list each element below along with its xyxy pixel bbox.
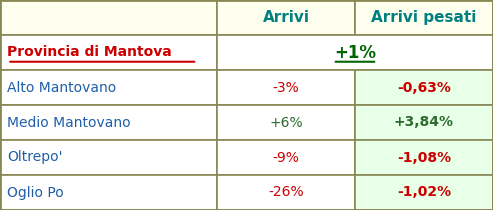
Bar	[355, 140, 493, 175]
Bar	[355, 0, 493, 35]
Text: Provincia di Mantova: Provincia di Mantova	[7, 46, 172, 59]
Bar	[355, 70, 493, 105]
Bar	[0, 175, 217, 210]
Text: -9%: -9%	[273, 151, 299, 164]
Bar	[355, 175, 493, 210]
Bar	[0, 0, 217, 35]
Text: +1%: +1%	[334, 43, 376, 62]
Bar	[217, 70, 355, 105]
Text: -0,63%: -0,63%	[397, 80, 451, 94]
Text: Arrivi pesati: Arrivi pesati	[371, 10, 477, 25]
Text: -1,08%: -1,08%	[397, 151, 451, 164]
Bar	[217, 0, 355, 35]
Bar	[0, 105, 217, 140]
Bar	[0, 70, 217, 105]
Text: -26%: -26%	[268, 185, 304, 200]
Text: Medio Mantovano: Medio Mantovano	[7, 116, 131, 130]
Text: +6%: +6%	[269, 116, 303, 130]
Bar	[0, 140, 217, 175]
Text: Oglio Po: Oglio Po	[7, 185, 64, 200]
Bar	[217, 105, 355, 140]
Bar	[217, 175, 355, 210]
Bar	[355, 105, 493, 140]
Bar	[0, 35, 217, 70]
Bar	[217, 35, 493, 70]
Text: Oltrepo': Oltrepo'	[7, 151, 63, 164]
Text: Arrivi: Arrivi	[262, 10, 310, 25]
Text: +3,84%: +3,84%	[394, 116, 454, 130]
Bar	[217, 140, 355, 175]
Text: Alto Mantovano: Alto Mantovano	[7, 80, 117, 94]
Text: -3%: -3%	[273, 80, 299, 94]
Text: -1,02%: -1,02%	[397, 185, 451, 200]
